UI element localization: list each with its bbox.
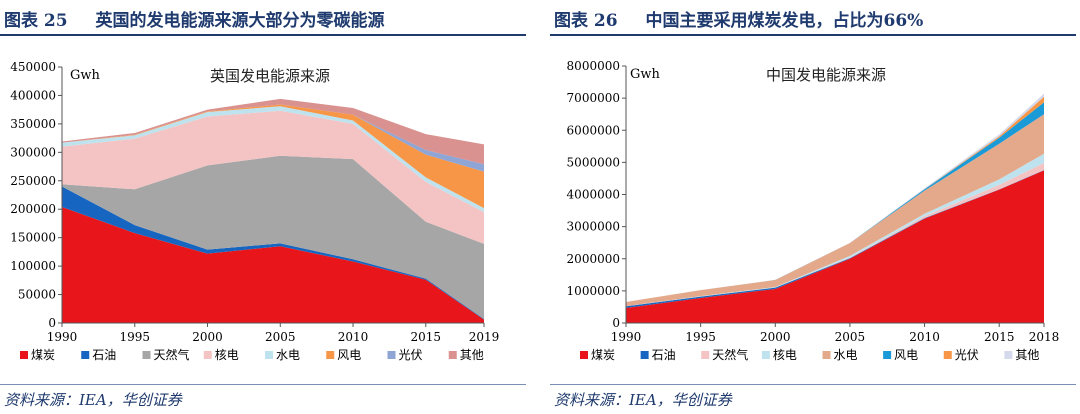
figure-25-label: 图表 (4, 11, 38, 31)
uk-x-tick-label-4: 2010 (338, 330, 369, 344)
cn-y-tick-label-8: 8000000 (567, 59, 620, 73)
figure-26-top-rule (550, 34, 1076, 36)
figure-26-label: 图表 (554, 11, 588, 31)
cn-legend-label-4: 水电 (834, 348, 858, 362)
figure-26-title: 图表 26 中国主要采用煤炭发电，占比为66% (554, 6, 924, 31)
cn-y-tick-label-6: 6000000 (567, 123, 620, 137)
cn-legend-label-0: 煤炭 (591, 348, 615, 362)
cn-x-tick-label-4: 2010 (909, 330, 940, 344)
figure-26-number: 26 (593, 11, 618, 31)
cn-y-tick-label-1: 1000000 (567, 284, 620, 298)
figure-25-number: 25 (43, 11, 68, 31)
uk-x-tick-label-5: 2015 (411, 330, 442, 344)
cn-legend-swatch-4 (822, 351, 831, 359)
cn-legend-swatch-5 (883, 351, 892, 359)
cn-y-tick-label-3: 3000000 (567, 220, 620, 234)
figure-25-top-rule (0, 34, 526, 36)
cn-x-tick-label-5: 2015 (984, 330, 1015, 344)
uk-y-tick-label-0: 0 (48, 316, 56, 330)
uk-area-series-3 (62, 110, 484, 244)
uk-legend-swatch-1 (81, 351, 90, 359)
uk-area-chart: 0 50000 100000 150000 200000 250000 300000 3500… (0, 44, 526, 384)
cn-legend-label-2: 天然气 (712, 347, 748, 362)
cn-x-tick-label-0: 1990 (611, 330, 642, 344)
cn-x-tick-label-6: 2018 (1029, 330, 1060, 344)
uk-y-tick-label-1: 50000 (18, 288, 56, 302)
uk-y-tick-label-3: 150000 (10, 231, 56, 245)
uk-area-series-0 (62, 206, 484, 323)
cn-legend-swatch-6 (943, 351, 952, 359)
uk-legend-label-3: 核电 (215, 348, 239, 362)
figure-25-source: 资料来源：IEA，华创证券 (4, 391, 182, 409)
uk-legend-label-6: 光伏 (399, 348, 423, 362)
uk-area-series-2 (62, 155, 484, 320)
cn-legend-label-1: 石油 (652, 348, 676, 362)
china-area-chart: 0 1000000 2000000 3000000 4000000 5000000 6000… (550, 44, 1076, 384)
cn-legend-swatch-0 (580, 351, 588, 359)
figure-26-heading: 中国主要采用煤炭发电，占比为66% (645, 11, 924, 31)
uk-area-series-7 (62, 98, 484, 165)
uk-area-series-5 (62, 104, 484, 209)
uk-legend-swatch-4 (265, 351, 273, 359)
uk-y-tick-label-6: 300000 (10, 145, 56, 159)
uk-legend-swatch-6 (387, 351, 396, 359)
uk-x-tick-label-3: 2005 (265, 330, 296, 344)
uk-legend-swatch-5 (326, 351, 335, 359)
uk-legend-swatch-2 (142, 351, 151, 359)
cn-y-tick-label-2: 2000000 (567, 252, 620, 266)
cn-legend-swatch-2 (701, 351, 710, 359)
uk-legend-label-1: 石油 (92, 348, 116, 362)
cn-legend-label-3: 核电 (773, 348, 797, 362)
china-area-chart-svg: 0 1000000 2000000 3000000 4000000 5000000 6000… (567, 59, 1060, 362)
uk-area-chart-svg: 0 50000 100000 150000 200000 250000 300000 3500… (10, 60, 500, 362)
cn-legend-swatch-1 (640, 351, 649, 359)
uk-y-tick-label-7: 350000 (10, 117, 56, 131)
cn-legend-swatch-3 (761, 351, 770, 359)
uk-legend-label-0: 煤炭 (31, 348, 55, 362)
cn-y-tick-label-5: 5000000 (567, 155, 620, 169)
uk-x-tick-label-0: 1990 (47, 330, 78, 344)
uk-y-tick-label-8: 400000 (10, 88, 56, 102)
uk-y-tick-label-2: 100000 (10, 259, 56, 273)
cn-legend-swatch-7 (1004, 351, 1013, 359)
cn-chart-title: 中国发电能源来源 (766, 66, 886, 84)
uk-area-series-6 (62, 104, 484, 172)
cn-x-tick-label-1: 1995 (685, 330, 716, 344)
cn-area-series-0 (626, 170, 1044, 323)
figure-26-source-rule (550, 384, 1076, 385)
figure-25-source-rule (0, 384, 526, 385)
cn-legend-label-6: 光伏 (955, 348, 979, 362)
cn-y-tick-label-0: 0 (612, 316, 620, 330)
uk-legend-label-7: 其他 (460, 348, 484, 362)
cn-x-tick-label-3: 2005 (835, 330, 866, 344)
uk-x-tick-label-2: 2000 (192, 330, 223, 344)
uk-legend-label-5: 风电 (337, 348, 361, 362)
uk-legend-swatch-0 (20, 351, 28, 359)
cn-y-tick-label-7: 7000000 (567, 91, 620, 105)
uk-legend-label-4: 水电 (276, 348, 300, 362)
figure-25-heading: 英国的发电能源来源大部分为零碳能源 (95, 11, 385, 31)
uk-legend-label-2: 天然气 (154, 347, 190, 362)
cn-unit-label: Gwh (630, 67, 661, 82)
uk-legend-swatch-3 (203, 351, 212, 359)
figure-26-source: 资料来源：IEA，华创证券 (554, 391, 732, 409)
uk-chart-title: 英国发电能源来源 (210, 67, 330, 85)
uk-x-tick-label-1: 1995 (119, 330, 150, 344)
cn-x-tick-label-2: 2000 (760, 330, 791, 344)
uk-y-tick-label-9: 450000 (10, 60, 56, 74)
uk-y-tick-label-5: 250000 (10, 174, 56, 188)
uk-y-tick-label-4: 200000 (10, 202, 56, 216)
uk-x-tick-label-6: 2019 (469, 330, 500, 344)
cn-legend-label-7: 其他 (1015, 348, 1039, 362)
uk-unit-label: Gwh (70, 68, 101, 83)
uk-legend-swatch-7 (448, 351, 457, 359)
figure-25-title: 图表 25 英国的发电能源来源大部分为零碳能源 (4, 6, 385, 31)
cn-y-tick-label-4: 4000000 (567, 188, 620, 202)
uk-area-series-4 (62, 106, 484, 213)
cn-legend-label-5: 风电 (894, 348, 918, 362)
